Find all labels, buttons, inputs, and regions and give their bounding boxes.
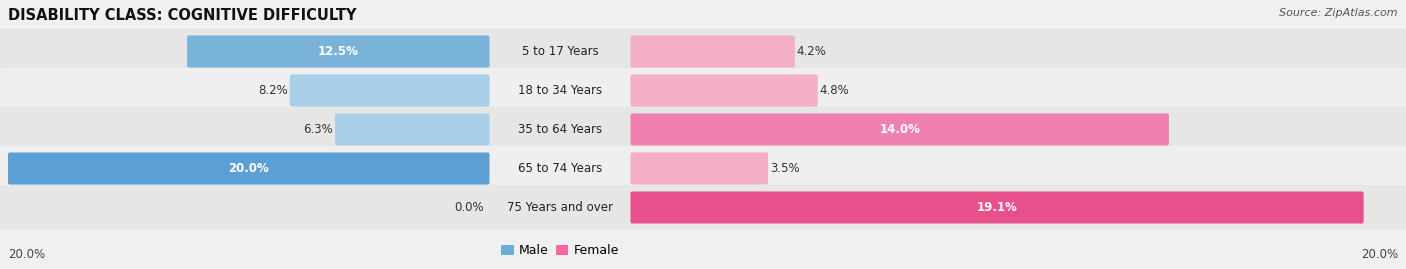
Text: 14.0%: 14.0% [879, 123, 920, 136]
FancyBboxPatch shape [8, 153, 489, 185]
FancyBboxPatch shape [0, 146, 1406, 191]
Text: 20.0%: 20.0% [8, 248, 45, 261]
FancyBboxPatch shape [335, 114, 489, 146]
Text: 19.1%: 19.1% [977, 201, 1018, 214]
Text: 4.8%: 4.8% [820, 84, 849, 97]
Text: 35 to 64 Years: 35 to 64 Years [517, 123, 602, 136]
FancyBboxPatch shape [187, 36, 489, 68]
Text: 20.0%: 20.0% [1361, 248, 1398, 261]
Text: 0.0%: 0.0% [454, 201, 484, 214]
FancyBboxPatch shape [0, 107, 1406, 152]
Text: 75 Years and over: 75 Years and over [508, 201, 613, 214]
FancyBboxPatch shape [630, 36, 794, 68]
Text: DISABILITY CLASS: COGNITIVE DIFFICULTY: DISABILITY CLASS: COGNITIVE DIFFICULTY [8, 8, 357, 23]
Text: 4.2%: 4.2% [797, 45, 827, 58]
Text: 18 to 34 Years: 18 to 34 Years [517, 84, 602, 97]
FancyBboxPatch shape [630, 153, 768, 185]
Text: 8.2%: 8.2% [257, 84, 288, 97]
Legend: Male, Female: Male, Female [501, 244, 619, 257]
Text: 20.0%: 20.0% [228, 162, 269, 175]
FancyBboxPatch shape [0, 68, 1406, 113]
Text: 12.5%: 12.5% [318, 45, 359, 58]
Text: 6.3%: 6.3% [304, 123, 333, 136]
Text: Source: ZipAtlas.com: Source: ZipAtlas.com [1279, 8, 1398, 18]
FancyBboxPatch shape [630, 75, 818, 107]
Text: 5 to 17 Years: 5 to 17 Years [522, 45, 599, 58]
FancyBboxPatch shape [0, 185, 1406, 230]
FancyBboxPatch shape [290, 75, 489, 107]
FancyBboxPatch shape [630, 192, 1364, 224]
Text: 65 to 74 Years: 65 to 74 Years [517, 162, 602, 175]
FancyBboxPatch shape [0, 29, 1406, 74]
FancyBboxPatch shape [630, 114, 1168, 146]
Text: 3.5%: 3.5% [770, 162, 800, 175]
